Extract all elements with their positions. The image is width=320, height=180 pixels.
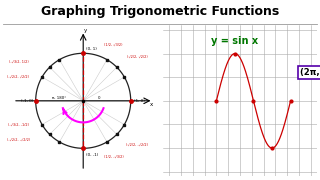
Text: (1/2, -√3/2): (1/2, -√3/2) [104,155,123,159]
Text: π, 180°: π, 180° [52,96,67,100]
Text: (√2/2, -√2/2): (√2/2, -√2/2) [126,143,148,147]
Text: (-√3/2, 1/2): (-√3/2, 1/2) [9,60,28,64]
Text: (-√2/2, √2/2): (-√2/2, √2/2) [7,75,29,79]
Text: y = sin x: y = sin x [211,36,258,46]
Text: (0, 1): (0, 1) [86,47,97,51]
Text: (1/2, √3/2): (1/2, √3/2) [104,43,123,47]
Text: (0, -1): (0, -1) [86,153,98,157]
Text: (2π, 0): (2π, 0) [300,68,320,77]
Text: y: y [84,28,88,33]
Text: (-√2/2, -√2/2): (-√2/2, -√2/2) [7,138,30,142]
Text: (1, 0): (1, 0) [134,99,145,103]
Text: 0: 0 [98,96,101,100]
Text: (√2/2, √2/2): (√2/2, √2/2) [127,55,148,58]
Text: x: x [150,102,153,107]
Text: (-√3/2, -1/2): (-√3/2, -1/2) [8,123,29,127]
Text: (-1, 0): (-1, 0) [21,99,33,103]
Text: Graphing Trigonometric Functions: Graphing Trigonometric Functions [41,5,279,18]
